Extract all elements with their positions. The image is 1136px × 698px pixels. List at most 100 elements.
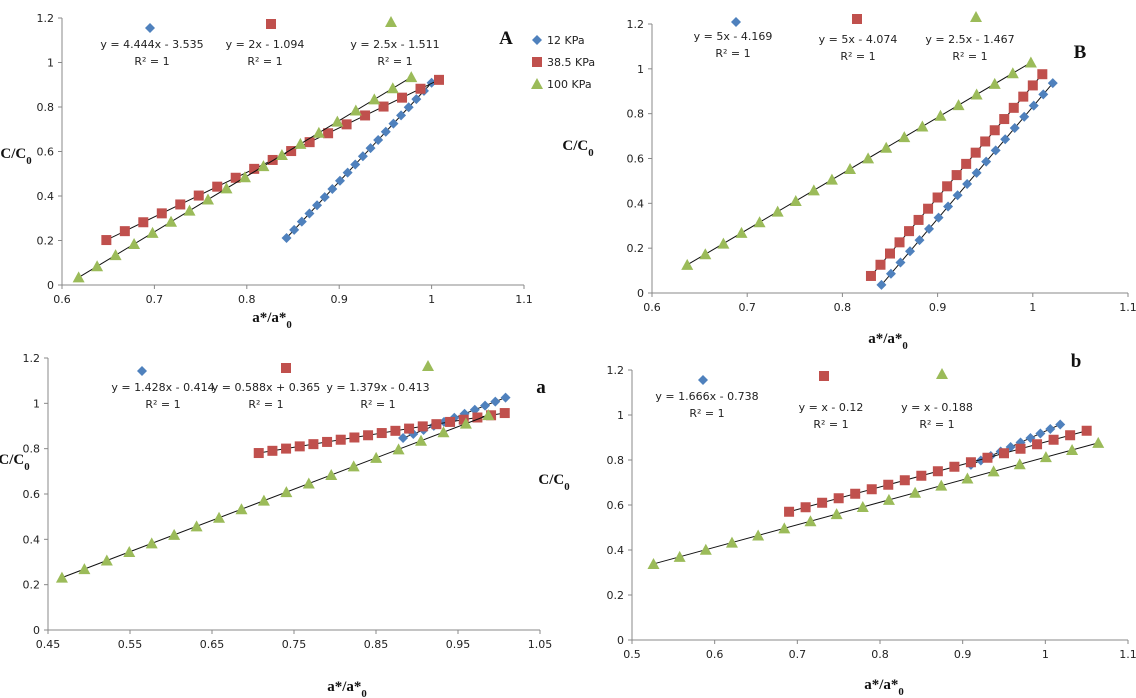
series-diamond: y = 5x - 4.169 R² = 1 <box>694 17 1058 290</box>
data-point <box>989 125 1000 136</box>
data-point <box>681 258 694 270</box>
r-squared-label: R² = 1 <box>840 50 875 63</box>
data-point <box>100 554 113 566</box>
x-tick-label: 0.5 <box>623 648 641 661</box>
data-point <box>942 181 953 192</box>
y-tick-label: 0.2 <box>607 589 625 602</box>
data-point <box>862 152 875 164</box>
data-point <box>431 419 442 430</box>
legend: 12 KPa 38.5 KPa 100 KPa <box>531 34 595 91</box>
data-point <box>380 126 391 137</box>
data-point <box>500 392 511 403</box>
data-point <box>499 408 510 419</box>
data-point <box>238 171 251 183</box>
data-point <box>778 522 791 534</box>
data-point <box>804 515 817 527</box>
panel-label: A <box>499 28 513 49</box>
trendline-equation: y = 2.5x - 1.467 <box>925 33 1014 46</box>
equation-marker <box>422 360 434 371</box>
series-square: y = 0.588x + 0.365 R² = 1 <box>212 363 510 459</box>
y-tick-label: 0.4 <box>627 197 645 210</box>
y-tick-label: 1 <box>617 409 624 422</box>
data-point <box>771 205 784 217</box>
data-point <box>482 409 495 421</box>
data-point <box>396 110 407 121</box>
chart-panel-a: 0.45 0.55 0.65 0.75 0.85 0.95 1.05 0 0.2 0.4 0.6 0.… <box>0 352 552 698</box>
data-point <box>138 217 149 228</box>
y-tick-label: 1.2 <box>607 364 625 377</box>
data-point <box>296 216 307 227</box>
y-tick-label: 1.2 <box>627 18 645 31</box>
trendline-equation: y = 2.5x - 1.511 <box>350 38 439 51</box>
equation-marker <box>137 366 147 376</box>
data-point <box>168 528 181 540</box>
data-point <box>789 194 802 206</box>
data-point <box>1065 430 1076 441</box>
x-tick-label: 0.6 <box>643 301 661 314</box>
data-point <box>437 426 450 438</box>
series-square: y = 5x - 4.074 R² = 1 <box>819 14 1048 281</box>
data-point <box>323 128 334 139</box>
data-point <box>1009 123 1020 134</box>
data-point <box>784 506 795 517</box>
data-point <box>807 184 820 196</box>
data-point <box>1055 419 1066 430</box>
data-point <box>830 508 843 520</box>
data-point <box>1008 102 1019 113</box>
data-point <box>825 173 838 185</box>
data-point <box>647 557 660 569</box>
x-tick-label: 0.55 <box>118 638 143 651</box>
x-tick-label: 1.05 <box>528 638 553 651</box>
data-point <box>403 102 414 113</box>
data-point <box>935 479 948 491</box>
data-point <box>725 536 738 548</box>
y-tick-label: 0.4 <box>37 190 55 203</box>
series-triangle: y = 1.379x - 0.413 R² = 1 <box>55 360 495 583</box>
data-point <box>916 470 927 481</box>
data-point <box>390 425 401 436</box>
data-point <box>193 190 204 201</box>
data-point <box>312 200 323 211</box>
x-tick-label: 0.7 <box>146 293 164 306</box>
x-tick-label: 0.75 <box>282 638 307 651</box>
data-point <box>376 428 387 439</box>
data-point <box>971 167 982 178</box>
data-point <box>91 260 104 272</box>
r-squared-label: R² = 1 <box>145 398 180 411</box>
legend-marker <box>532 57 542 67</box>
data-point <box>78 563 91 575</box>
data-point <box>990 145 1001 156</box>
r-squared-label: R² = 1 <box>813 418 848 431</box>
y-tick-label: 0.2 <box>23 579 41 592</box>
data-point <box>1038 89 1049 100</box>
data-point <box>411 94 422 105</box>
data-point <box>885 248 895 259</box>
data-point <box>235 503 248 515</box>
x-tick-label: 0.45 <box>36 638 61 651</box>
data-point <box>952 190 963 201</box>
y-tick-label: 0.6 <box>23 488 41 501</box>
r-squared-label: R² = 1 <box>689 407 724 420</box>
y-tick-label: 0.6 <box>37 146 55 159</box>
data-point <box>212 181 223 192</box>
legend-label: 38.5 KPa <box>547 56 595 69</box>
data-point <box>1019 111 1030 122</box>
data-point <box>1035 428 1046 439</box>
data-point <box>924 223 935 234</box>
data-point <box>368 93 381 105</box>
trendline-equation: y = 5x - 4.169 <box>694 30 773 43</box>
data-point <box>844 163 857 175</box>
y-axis-label: C/C0 <box>0 452 30 473</box>
equation-marker <box>281 363 291 373</box>
trendline-equation: y = 0.588x + 0.365 <box>212 381 320 394</box>
data-point <box>753 216 766 228</box>
data-point <box>876 279 887 290</box>
r-squared-label: R² = 1 <box>715 47 750 60</box>
data-point <box>866 484 877 495</box>
data-point <box>717 237 730 249</box>
legend-marker <box>532 35 542 45</box>
x-tick-label: 0.6 <box>53 293 71 306</box>
series-diamond: y = 1.428x - 0.414 R² = 1 <box>111 366 511 444</box>
data-point <box>1039 451 1052 463</box>
